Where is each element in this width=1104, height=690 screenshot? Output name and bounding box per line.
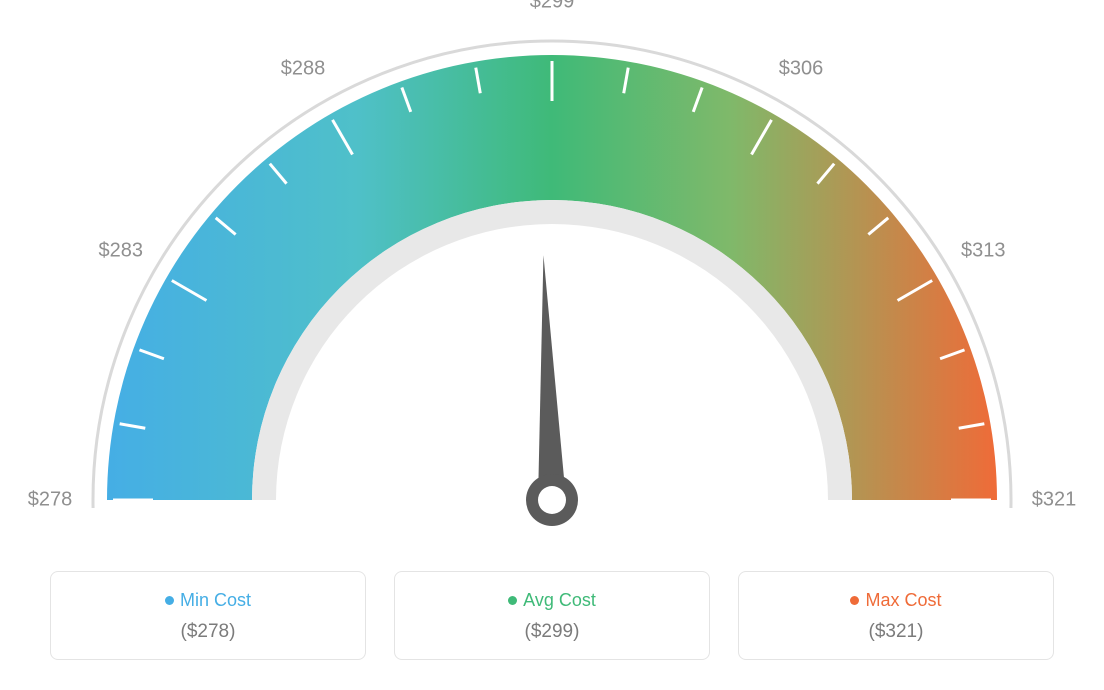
gauge-tick-label: $283 — [98, 240, 143, 263]
legend-card-max: Max Cost ($321) — [738, 571, 1054, 660]
cost-gauge-chart: $278 $283 $288 $299 $306 $313 $321 Min Cost ($… — [0, 0, 1104, 690]
legend-row: Min Cost ($278) Avg Cost ($299) Max Cost… — [50, 571, 1054, 660]
legend-value-max: ($321) — [749, 621, 1043, 643]
gauge-tick-label: $288 — [281, 57, 326, 80]
gauge-tick-label: $278 — [28, 489, 73, 512]
gauge-svg — [0, 0, 1104, 560]
gauge-area: $278 $283 $288 $299 $306 $313 $321 — [0, 0, 1104, 560]
legend-label-avg: Avg Cost — [523, 590, 596, 610]
legend-card-avg: Avg Cost ($299) — [394, 571, 710, 660]
legend-label-max: Max Cost — [865, 590, 941, 610]
dot-icon-min — [165, 596, 174, 605]
dot-icon-avg — [508, 596, 517, 605]
legend-title-avg: Avg Cost — [405, 590, 699, 611]
legend-title-min: Min Cost — [61, 590, 355, 611]
legend-label-min: Min Cost — [180, 590, 251, 610]
gauge-tick-label: $321 — [1032, 489, 1077, 512]
legend-card-min: Min Cost ($278) — [50, 571, 366, 660]
legend-title-max: Max Cost — [749, 590, 1043, 611]
dot-icon-max — [850, 596, 859, 605]
legend-value-avg: ($299) — [405, 621, 699, 643]
legend-value-min: ($278) — [61, 621, 355, 643]
gauge-tick-label: $299 — [530, 0, 575, 14]
gauge-tick-label: $313 — [961, 240, 1006, 263]
gauge-tick-label: $306 — [779, 57, 824, 80]
